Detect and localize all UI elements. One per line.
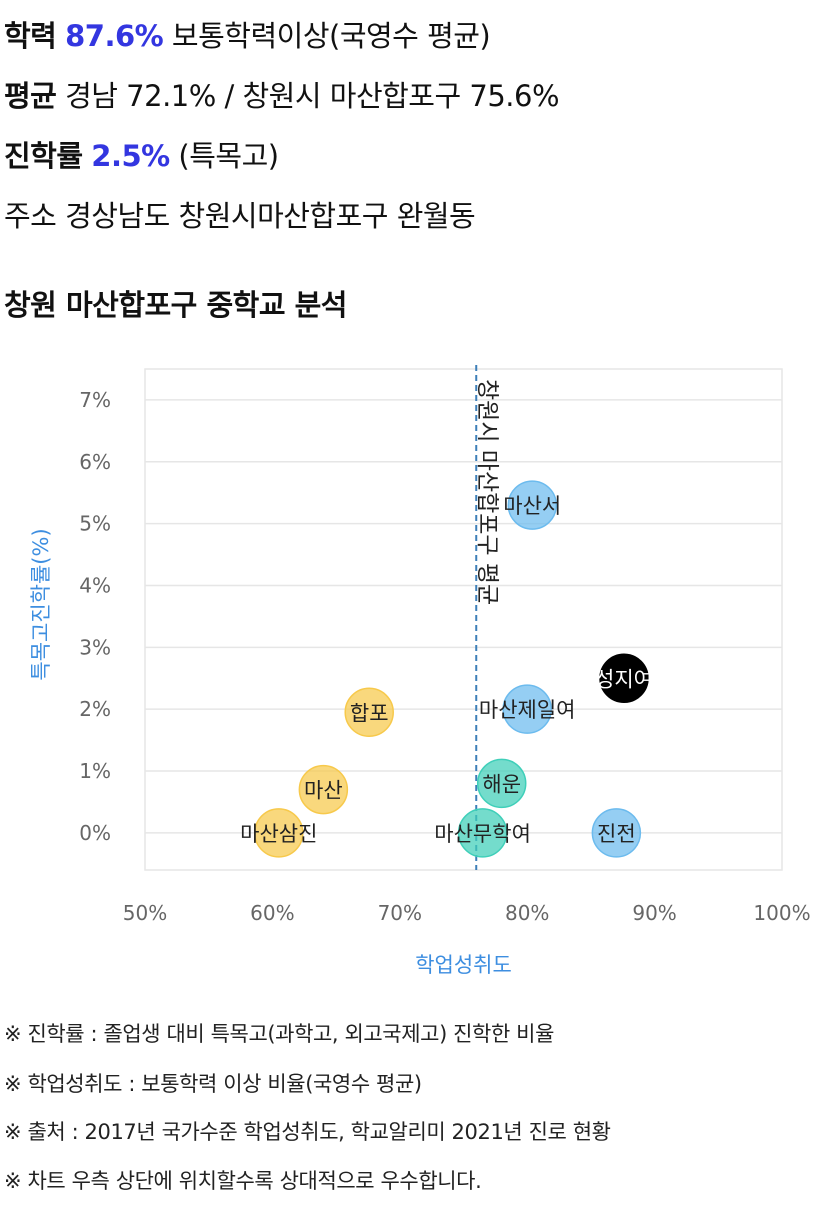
info-academic-label: 학력 [4, 19, 57, 53]
y-tick-label: 1% [79, 759, 111, 783]
average-reference-label: 창원시 마산합포구 평균 [474, 379, 500, 605]
scatter-chart: 0% 1% 2% 3% 4% 5% 6% 7% 50% 60% 70% 80% 90% 100% 창원시… [29, 365, 811, 977]
info-address-label: 주소 [4, 199, 57, 233]
data-point-label: 마산제일여 [479, 698, 576, 722]
x-axis-ticks: 50% 60% 70% 80% 90% 100% [123, 901, 811, 925]
data-point[interactable] [599, 653, 649, 704]
info-advancement-label: 진학률 [4, 139, 83, 173]
x-tick-label: 100% [753, 901, 810, 925]
data-point[interactable] [507, 480, 558, 530]
info-advancement-text: (특목고) [178, 139, 279, 173]
y-axis-ticks: 0% 1% 2% 3% 4% 5% 6% 7% [79, 388, 111, 845]
y-tick-label: 4% [79, 573, 111, 597]
y-tick-label: 0% [79, 821, 111, 845]
section-title: 창원 마산합포구 중학교 분석 [4, 288, 347, 322]
data-point-label: 진전 [597, 822, 636, 846]
data-point-label: 마산삼진 [240, 822, 317, 846]
info-address-text: 경상남도 창원시마산합포구 완월동 [65, 199, 476, 233]
data-point-label: 마산무학여 [434, 822, 531, 846]
x-tick-label: 60% [250, 901, 294, 925]
data-point[interactable] [254, 808, 304, 858]
note-advancement: ※ 진학률 : 졸업생 대비 특목고(과학고, 외고국제고) 진학한 비율 [4, 1022, 555, 1046]
info-address: 주소 경상남도 창원시마산합포구 완월동 [4, 196, 476, 236]
data-point-label: 마산 [304, 779, 343, 803]
y-tick-label: 5% [79, 512, 111, 536]
info-average: 평균 경남 72.1% / 창원시 마산합포구 75.6% [4, 76, 560, 116]
note-achievement: ※ 학업성취도 : 보통학력 이상 비율(국영수 평균) [4, 1072, 422, 1096]
info-academic-text: 보통학력이상(국영수 평균) [171, 19, 491, 53]
y-tick-label: 2% [79, 697, 111, 721]
data-point[interactable] [457, 808, 508, 858]
info-advancement: 진학률 2.5% (특목고) [4, 136, 279, 176]
note-interpretation: ※ 차트 우측 상단에 위치할수록 상대적으로 우수합니다. [4, 1169, 482, 1193]
data-point[interactable] [591, 808, 642, 858]
info-academic: 학력 87.6% 보통학력이상(국영수 평균) [4, 16, 491, 56]
data-point-label: 성지여 [595, 667, 653, 691]
data-point[interactable] [502, 684, 552, 734]
info-average-label: 평균 [4, 79, 57, 113]
x-tick-label: 80% [505, 901, 549, 925]
data-point[interactable] [298, 764, 349, 815]
y-tick-label: 6% [79, 450, 111, 474]
info-academic-value: 87.6% [65, 19, 164, 53]
x-tick-label: 70% [378, 901, 422, 925]
data-point-label: 마산서 [503, 494, 561, 518]
data-point-label: 합포 [350, 701, 389, 725]
data-point[interactable] [476, 758, 527, 809]
info-average-text: 경남 72.1% / 창원시 마산합포구 75.6% [65, 79, 560, 113]
data-point-label: 해운 [482, 772, 521, 796]
y-axis-title: 특목고진학률(%) [29, 528, 53, 680]
grid [144, 368, 783, 871]
data-point[interactable] [344, 687, 394, 738]
info-advancement-value: 2.5% [91, 139, 170, 173]
y-tick-label: 3% [79, 635, 111, 659]
plot-border [144, 368, 783, 871]
x-tick-label: 50% [123, 901, 167, 925]
x-axis-title: 학업성취도 [415, 953, 512, 977]
y-tick-label: 7% [79, 388, 111, 412]
x-tick-label: 90% [632, 901, 676, 925]
note-source: ※ 출처 : 2017년 국가수준 학업성취도, 학교알리미 2021년 진로 … [4, 1120, 611, 1144]
